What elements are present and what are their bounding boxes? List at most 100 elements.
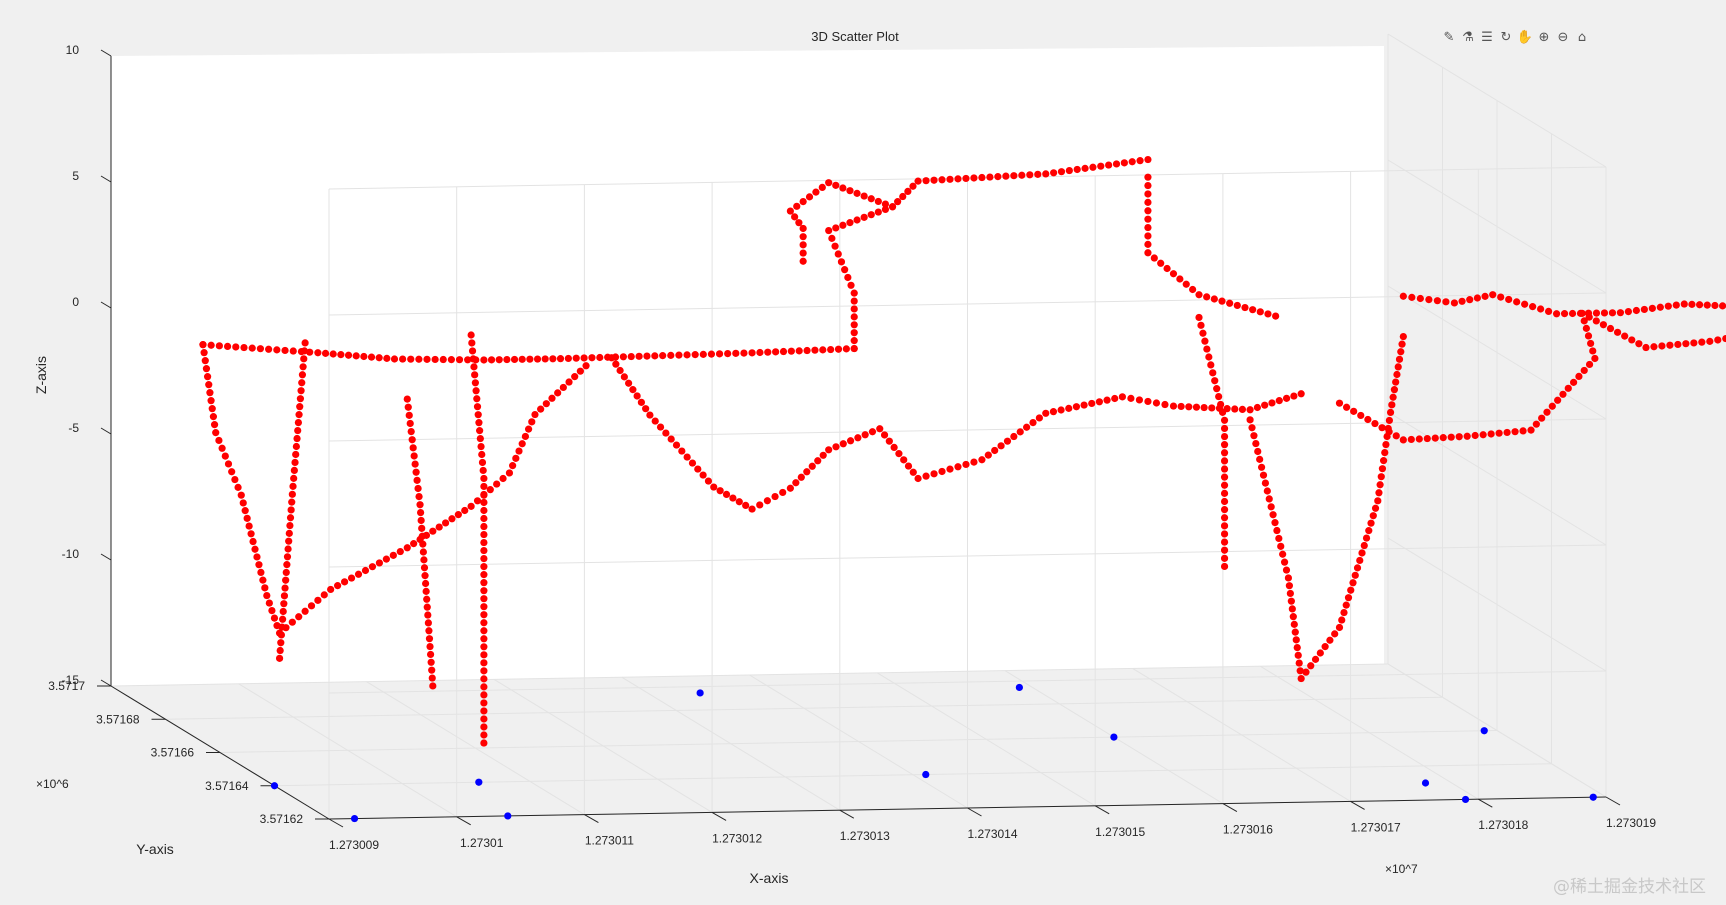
data-point: [954, 175, 962, 183]
zoom-in-icon[interactable]: ⊕: [1538, 29, 1550, 45]
data-point: [1495, 429, 1503, 437]
data-point: [480, 667, 488, 675]
data-point: [716, 487, 724, 495]
data-point: [1081, 164, 1089, 172]
data-point: [799, 257, 807, 265]
data-point: [1089, 163, 1097, 171]
home-icon[interactable]: ⌂: [1577, 29, 1587, 45]
zoom-out-icon[interactable]: ⊖: [1557, 29, 1569, 45]
data-point: [296, 403, 304, 411]
data-point: [799, 233, 807, 241]
data-point: [1220, 473, 1229, 481]
data-tip-icon[interactable]: ⚗: [1462, 29, 1474, 45]
data-point: [265, 599, 273, 607]
data-point: [528, 418, 536, 426]
data-point: [1357, 411, 1365, 420]
data-point: [327, 585, 335, 594]
data-point: [1394, 363, 1402, 371]
data-point: [408, 436, 416, 444]
data-point: [251, 545, 259, 553]
x-tick-label: 1.273018: [1478, 818, 1528, 832]
data-point: [294, 418, 302, 427]
data-point: [930, 470, 938, 478]
data-point: [1461, 795, 1470, 804]
data-point: [461, 506, 469, 515]
data-point: [510, 355, 519, 364]
rotate-icon[interactable]: ↻: [1500, 29, 1512, 45]
data-point: [651, 352, 659, 360]
data-point: [290, 466, 298, 475]
data-point: [1241, 303, 1249, 312]
data-point: [383, 354, 391, 362]
data-point: [1010, 432, 1018, 441]
data-point: [468, 347, 477, 355]
data-point: [280, 592, 289, 600]
data-point: [455, 356, 464, 364]
data-point: [1340, 608, 1348, 617]
data-point: [275, 654, 284, 662]
data-point: [441, 519, 450, 527]
data-point: [832, 181, 840, 189]
data-point: [580, 354, 588, 362]
data-point: [296, 395, 305, 403]
data-point: [637, 398, 645, 406]
data-point: [860, 192, 868, 200]
data-point: [1433, 297, 1441, 305]
data-point: [1376, 481, 1384, 489]
data-point: [205, 381, 213, 389]
data-point: [914, 474, 922, 483]
grid-line: [1387, 159, 1607, 294]
data-point: [667, 351, 675, 359]
data-point: [1371, 504, 1380, 512]
data-point: [294, 426, 302, 435]
data-point: [467, 331, 475, 339]
brush-icon[interactable]: ✎: [1443, 29, 1455, 45]
data-point: [571, 373, 579, 381]
data-point: [299, 363, 307, 371]
data-point: [541, 355, 549, 363]
data-point: [1297, 390, 1305, 398]
data-point: [1018, 171, 1026, 179]
data-point: [1585, 360, 1594, 369]
data-point: [582, 362, 590, 370]
data-point: [675, 351, 683, 359]
data-point: [1613, 328, 1622, 336]
data-point: [1722, 334, 1726, 343]
data-point: [1205, 353, 1213, 361]
data-point: [428, 674, 436, 682]
data-point: [834, 250, 842, 258]
z-tick-label: 10: [66, 43, 80, 57]
pan-icon[interactable]: ✋: [1516, 29, 1534, 45]
data-point: [1395, 355, 1404, 363]
data-point: [854, 434, 862, 442]
data-point: [772, 348, 780, 356]
data-point: [779, 488, 787, 497]
data-point: [1497, 293, 1505, 301]
data-point: [1203, 293, 1211, 301]
data-point: [1344, 594, 1353, 602]
data-point: [930, 176, 938, 184]
data-point: [1161, 400, 1169, 409]
data-point: [962, 174, 970, 183]
data-point: [270, 614, 279, 622]
data-point: [556, 355, 565, 363]
data-point: [1215, 392, 1223, 401]
data-point: [1521, 300, 1529, 308]
data-point: [307, 602, 316, 610]
x-tick: [1094, 805, 1110, 815]
data-point: [1385, 428, 1393, 436]
data-point: [1010, 172, 1018, 180]
data-point: [1407, 435, 1415, 444]
data-point: [212, 429, 220, 437]
legend-icon[interactable]: ☰: [1481, 29, 1493, 45]
data-point: [1042, 409, 1050, 417]
data-point: [895, 450, 903, 458]
data-point: [1458, 297, 1466, 305]
data-point: [1442, 298, 1450, 306]
data-point: [199, 341, 207, 349]
data-point: [472, 387, 480, 395]
data-point: [1600, 309, 1609, 317]
data-point: [1423, 434, 1431, 443]
y-tick-label: 3.57166: [151, 746, 195, 760]
data-point: [607, 354, 616, 362]
